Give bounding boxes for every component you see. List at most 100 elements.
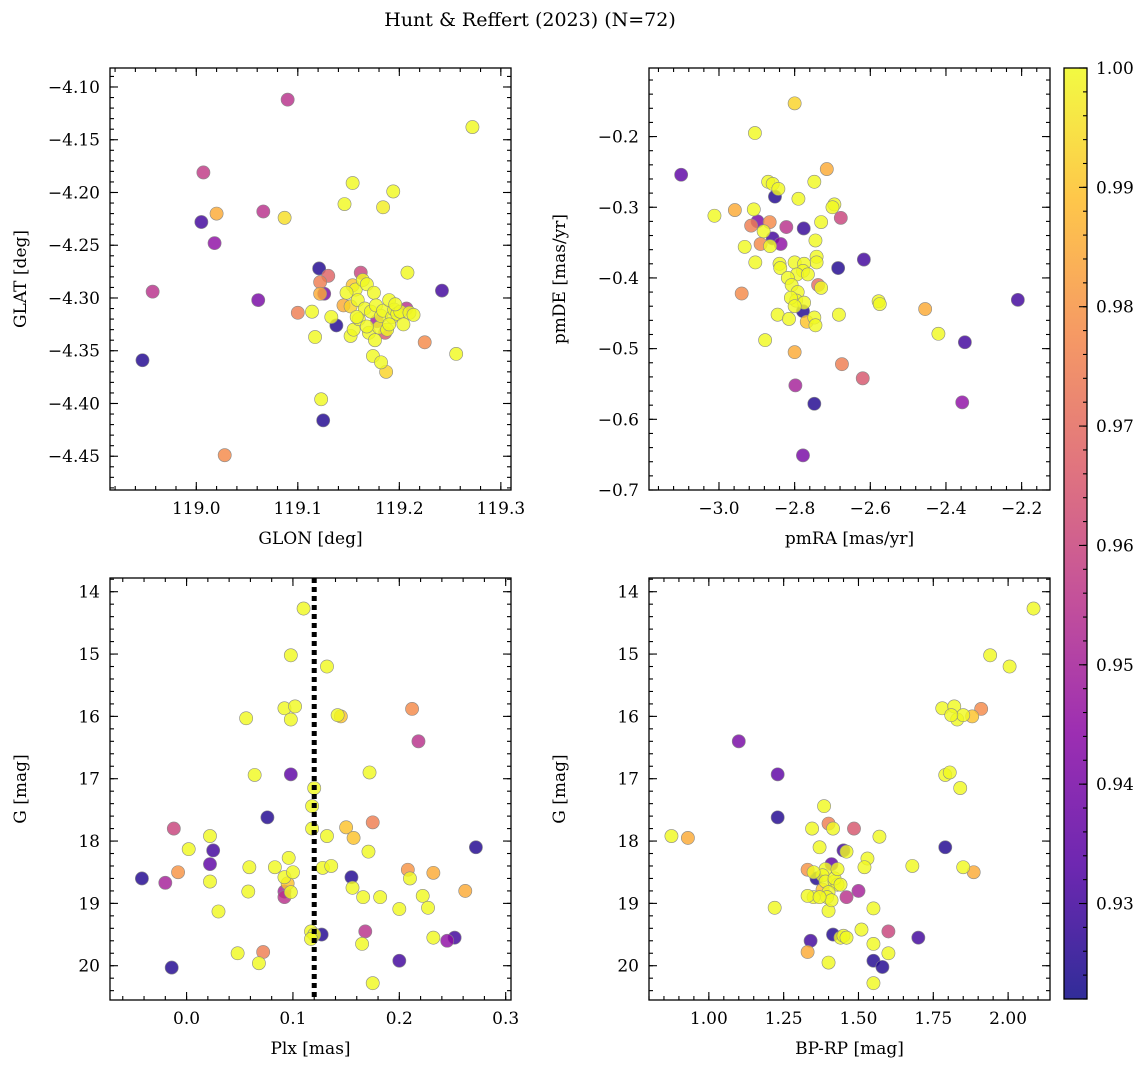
data-point	[256, 204, 271, 219]
y-tick-label: 19	[78, 894, 100, 914]
x-tick-label: 119.2	[375, 499, 424, 519]
data-point	[664, 829, 679, 843]
y-axis-label: GLAT [deg]	[11, 230, 31, 328]
data-point	[1026, 601, 1041, 616]
data-point	[746, 202, 761, 217]
colorbar-tick-label: 0.98	[1096, 298, 1134, 318]
y-tick-label: −0.3	[598, 198, 639, 218]
y-tick-label: 14	[617, 583, 639, 603]
data-point	[241, 884, 256, 899]
y-tick-label: −4.20	[48, 183, 100, 203]
data-point	[305, 304, 319, 319]
y-tick-label: 20	[617, 957, 639, 977]
data-point	[203, 874, 217, 889]
data-point	[857, 860, 872, 875]
data-point	[135, 871, 149, 886]
data-point	[281, 850, 296, 865]
data-point	[280, 92, 295, 107]
data-point	[731, 734, 746, 749]
data-point	[831, 261, 846, 275]
data-point	[267, 860, 282, 875]
data-point	[288, 699, 302, 714]
y-tick-label: 18	[617, 832, 639, 852]
data-point	[145, 284, 160, 299]
data-point	[388, 297, 403, 312]
data-point	[337, 197, 352, 211]
data-point	[875, 960, 890, 974]
data-point	[449, 347, 464, 361]
y-tick-label: 15	[617, 645, 639, 665]
data-point	[955, 395, 970, 410]
panel-glon-glat: 119.0 119.1 119.2 119.3 −4.45 −4.40 −4.35 −4.30…	[11, 67, 525, 549]
data-point	[767, 900, 782, 915]
data-point	[788, 378, 803, 393]
data-point	[808, 233, 823, 248]
data-point	[944, 708, 959, 723]
data-point	[763, 239, 777, 254]
data-point	[855, 371, 870, 386]
data-point	[814, 280, 829, 295]
data-point	[854, 922, 869, 937]
data-point	[681, 831, 695, 845]
data-point	[839, 844, 854, 859]
data-point	[814, 215, 829, 229]
y-tick-label: −4.25	[48, 236, 100, 256]
y-axis-label: G [mag]	[550, 754, 570, 823]
y-tick-label: −4.15	[48, 131, 100, 151]
data-point	[807, 174, 822, 189]
x-tick-label: 2.00	[989, 1009, 1027, 1029]
data-point	[415, 889, 430, 903]
data-point	[356, 890, 371, 905]
data-point	[251, 293, 266, 307]
data-point	[956, 860, 971, 875]
data-point	[405, 702, 419, 716]
data-point	[330, 708, 345, 723]
data-point	[283, 712, 298, 727]
data-point	[833, 210, 848, 225]
data-point	[866, 936, 881, 951]
plot-frame	[648, 577, 1051, 1001]
data-point	[313, 275, 328, 290]
data-point	[832, 307, 846, 322]
data-point	[839, 930, 854, 945]
data-point	[365, 976, 380, 991]
data-point	[320, 659, 334, 674]
data-point	[396, 317, 411, 332]
data-point	[974, 702, 989, 716]
x-tick-label: 119.0	[172, 499, 221, 519]
data-point	[824, 893, 839, 908]
y-tick-label: 16	[617, 707, 639, 727]
data-point	[206, 843, 221, 858]
y-tick-label: −4.40	[48, 394, 100, 414]
data-point	[812, 890, 827, 905]
data-point	[406, 307, 421, 322]
data-point	[911, 930, 926, 945]
data-point	[277, 210, 292, 225]
y-tick-label: 15	[78, 645, 100, 665]
data-point	[283, 885, 298, 900]
x-axis-label: BP-RP [mag]	[795, 1039, 904, 1059]
data-point	[796, 221, 811, 236]
data-point	[164, 960, 179, 975]
x-tick-label: −2.4	[925, 499, 966, 519]
data-point	[806, 865, 821, 880]
scatter-panels: 119.0 119.1 119.2 119.3 −4.45 −4.40 −4.35 −4.30…	[11, 67, 1051, 1059]
data-point	[458, 884, 473, 898]
data-point	[421, 900, 435, 915]
data-point	[787, 96, 802, 111]
data-point	[196, 165, 211, 180]
data-point	[807, 396, 822, 411]
y-tick-label: 16	[78, 707, 100, 727]
colorbar-tick-label: 0.96	[1096, 536, 1134, 556]
y-tick-label: −0.2	[598, 128, 639, 148]
axis-ticks	[648, 578, 1050, 1000]
data-point	[324, 859, 339, 873]
y-tick-label: −4.10	[48, 78, 100, 98]
colorbar-tick-label: 1.00	[1096, 59, 1134, 79]
data-point	[283, 767, 298, 782]
data-point	[812, 840, 827, 855]
y-tick-label: −4.35	[48, 342, 100, 362]
y-tick-label: −4.30	[48, 289, 100, 309]
plot-frame	[648, 67, 1051, 491]
y-axis-label: pmDE [mas/yr]	[550, 214, 570, 344]
